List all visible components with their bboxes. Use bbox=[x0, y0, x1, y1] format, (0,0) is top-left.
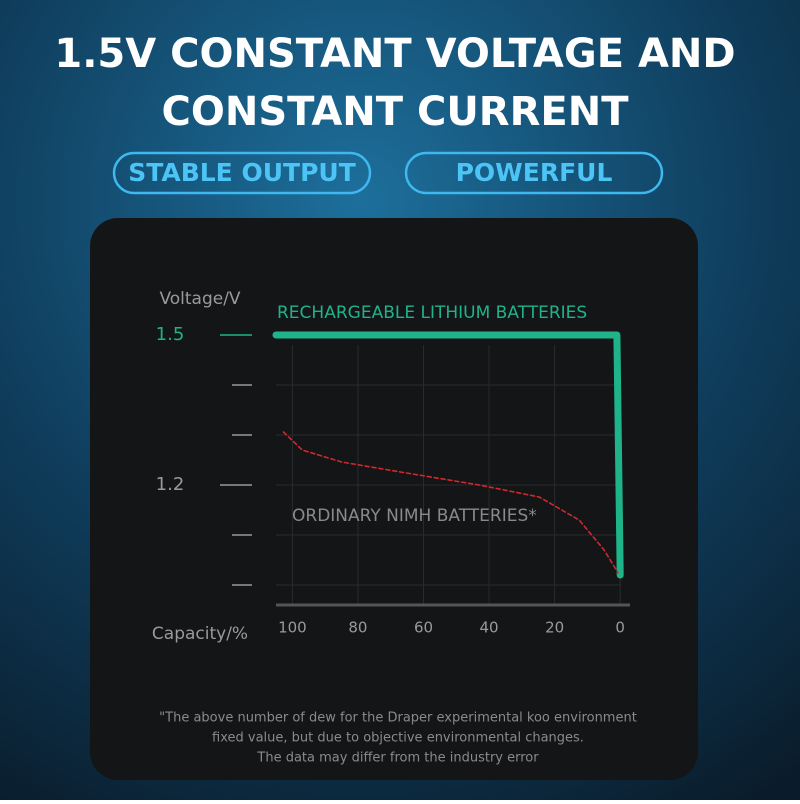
footnote: fixed value, but due to objective enviro… bbox=[212, 731, 584, 746]
badge: STABLE OUTPUT bbox=[128, 158, 356, 187]
title-line: CONSTANT CURRENT bbox=[162, 89, 630, 135]
x-tick-label: 0 bbox=[615, 619, 625, 637]
badge-frame bbox=[404, 151, 664, 195]
x-tick-label: 60 bbox=[414, 619, 433, 637]
series-line bbox=[282, 431, 619, 574]
series-label: ORDINARY NIMH BATTERIES* bbox=[292, 506, 537, 526]
footnote: "The above number of dew for the Draper … bbox=[159, 711, 637, 726]
x-tick-label: 40 bbox=[480, 619, 499, 637]
badge: POWERFUL bbox=[456, 158, 613, 187]
title-line: 1.5V CONSTANT VOLTAGE AND bbox=[54, 31, 735, 77]
footnote: The data may differ from the industry er… bbox=[256, 751, 539, 766]
chart-card bbox=[90, 218, 698, 780]
y-tick-label: 1.2 bbox=[156, 474, 185, 495]
x-tick-label: 100 bbox=[278, 619, 307, 637]
series-line bbox=[272, 331, 624, 579]
x-tick-label: 20 bbox=[545, 619, 564, 637]
badge-frame bbox=[112, 151, 372, 195]
y-axis-label: Voltage/V bbox=[159, 289, 240, 309]
x-axis-label: Capacity/% bbox=[152, 624, 248, 644]
x-tick-label: 80 bbox=[348, 619, 367, 637]
chart: Voltage/V Capacity/% 1.5 1.2 100 80 60 40 20 0 R… bbox=[152, 289, 630, 644]
y-tick-label: 1.5 bbox=[156, 324, 185, 345]
series-label: RECHARGEABLE LITHIUM BATTERIES bbox=[277, 303, 587, 323]
